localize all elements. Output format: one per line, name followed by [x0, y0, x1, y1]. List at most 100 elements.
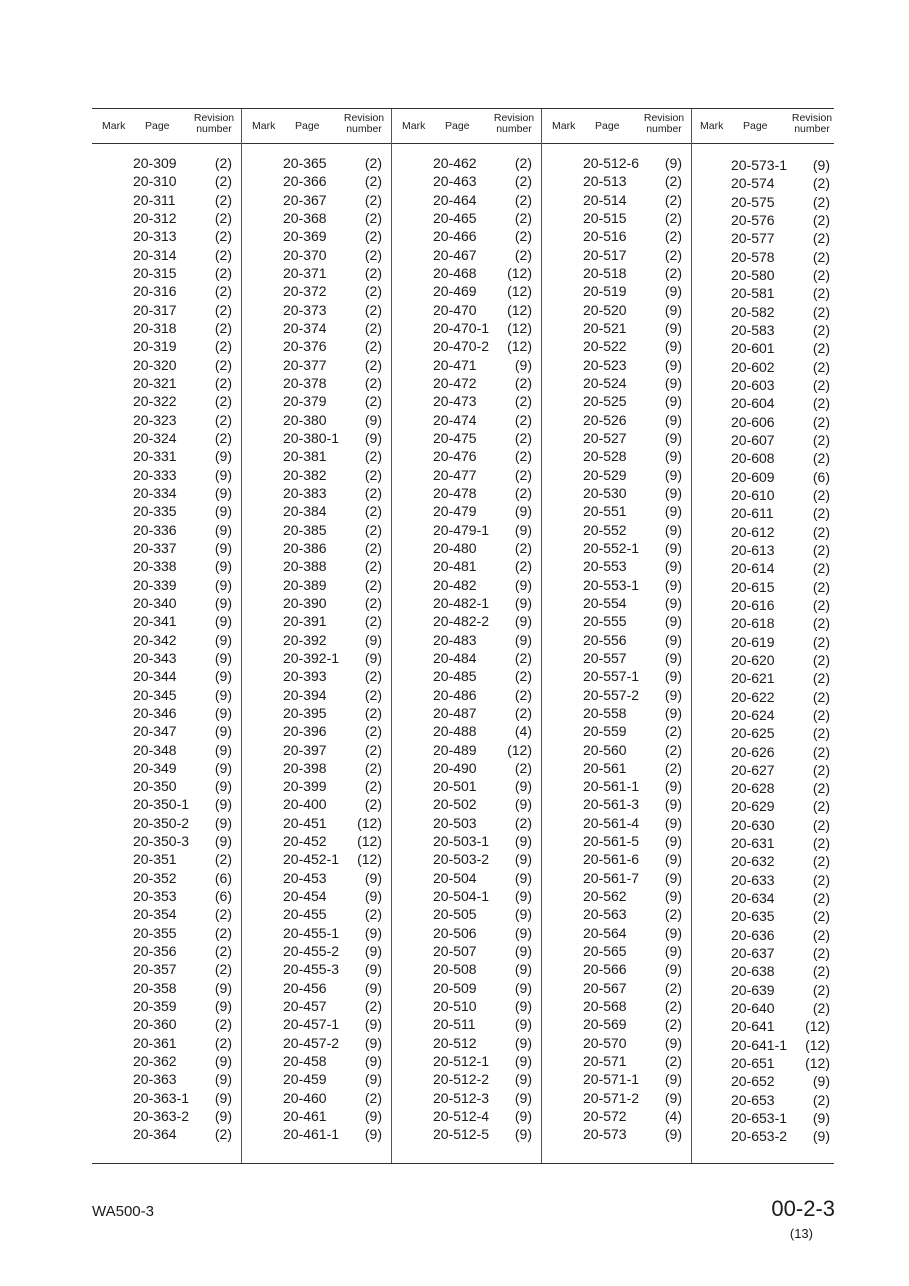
page-cell: 20-369 — [283, 228, 327, 245]
table-row: 20-653-1 (9) — [690, 1109, 840, 1127]
header-revision: Revision number — [190, 113, 238, 135]
table-row: 20-554 (9) — [542, 594, 692, 612]
table-row: 20-484 (2) — [392, 649, 542, 667]
revision-cell: (2) — [812, 175, 830, 192]
table-row: 20-372 (2) — [242, 282, 392, 300]
table-row: 20-482-1 (9) — [392, 594, 542, 612]
revision-cell: (2) — [214, 924, 232, 941]
revision-cell: (2) — [214, 1016, 232, 1033]
table-row: 20-633 (2) — [690, 871, 840, 889]
page-cell: 20-641-1 — [731, 1036, 788, 1053]
table-row: 20-354 (2) — [92, 905, 242, 923]
revision-cell: (9) — [514, 521, 532, 538]
revision-cell: (2) — [514, 466, 532, 483]
revision-cell: (9) — [812, 1110, 830, 1127]
revision-cell: (9) — [664, 1089, 682, 1106]
page-cell: 20-363 — [133, 1071, 177, 1088]
revision-cell: (2) — [514, 374, 532, 391]
page-cell: 20-489 — [433, 741, 477, 758]
page-cell: 20-581 — [731, 285, 775, 302]
page-cell: 20-512-4 — [433, 1108, 490, 1125]
revision-cell: (2) — [514, 649, 532, 666]
revision-cell: (9) — [214, 686, 232, 703]
table-row: 20-559 (2) — [542, 722, 692, 740]
table-row: 20-462 (2) — [392, 154, 542, 172]
page-cell: 20-583 — [731, 321, 775, 338]
table-row: 20-556 (9) — [542, 631, 692, 649]
page-cell: 20-388 — [283, 558, 327, 575]
table-column: Mark Page Revision number 20-573-1 (9) 20-574 (… — [690, 109, 836, 1163]
table-row: 20-510 (9) — [392, 997, 542, 1015]
table-row: 20-641 (12) — [690, 1017, 840, 1035]
revision-cell: (2) — [664, 1053, 682, 1070]
page-cell: 20-476 — [433, 448, 477, 465]
revision-cell: (2) — [812, 743, 830, 760]
revision-cell: (2) — [812, 890, 830, 907]
revision-cell: (2) — [812, 688, 830, 705]
revision-cell: (9) — [514, 1089, 532, 1106]
revision-cell: (12) — [507, 319, 532, 336]
page-cell: 20-313 — [133, 228, 177, 245]
revision-cell: (9) — [664, 814, 682, 831]
revision-cell: (9) — [664, 631, 682, 648]
page-cell: 20-460 — [283, 1089, 327, 1106]
revision-cell: (2) — [364, 173, 382, 190]
revision-cell: (12) — [507, 338, 532, 355]
table-row: 20-371 (2) — [242, 264, 392, 282]
page-cell: 20-561-7 — [583, 869, 640, 886]
page-cell: 20-322 — [133, 393, 177, 410]
page-cell: 20-513 — [583, 173, 627, 190]
table-row: 20-454 (9) — [242, 887, 392, 905]
table-row: 20-627 (2) — [690, 761, 840, 779]
page-cell: 20-479-1 — [433, 521, 490, 538]
page-cell: 20-399 — [283, 778, 327, 795]
revision-cell: (2) — [812, 230, 830, 247]
header-page: Page — [595, 120, 620, 132]
page-cell: 20-516 — [583, 228, 627, 245]
revision-cell: (2) — [664, 979, 682, 996]
page-cell: 20-626 — [731, 743, 775, 760]
page-cell: 20-571 — [583, 1053, 627, 1070]
revision-cell: (2) — [812, 853, 830, 870]
revision-cell: (2) — [514, 448, 532, 465]
page-cell: 20-653 — [731, 1091, 775, 1108]
revision-cell: (9) — [664, 668, 682, 685]
page-cell: 20-602 — [731, 358, 775, 375]
header-revision: Revision number — [788, 113, 836, 135]
page-cell: 20-503 — [433, 814, 477, 831]
page-cell: 20-530 — [583, 484, 627, 501]
revision-cell: (9) — [214, 979, 232, 996]
table-row: 20-652 (9) — [690, 1072, 840, 1090]
table-row: 20-641-1 (12) — [690, 1036, 840, 1054]
table-row: 20-490 (2) — [392, 759, 542, 777]
table-row: 20-455-1 (9) — [242, 924, 392, 942]
page-cell: 20-613 — [731, 541, 775, 558]
page-cell: 20-640 — [731, 1000, 775, 1017]
revision-cell: (2) — [364, 209, 382, 226]
revision-cell: (2) — [812, 945, 830, 962]
table-row: 20-565 (9) — [542, 942, 692, 960]
table-row: 20-460 (2) — [242, 1089, 392, 1107]
table-row: 20-397 (2) — [242, 741, 392, 759]
revision-cell: (9) — [214, 1071, 232, 1088]
revision-cell: (9) — [364, 429, 382, 446]
table-row: 20-604 (2) — [690, 394, 840, 412]
table-row: 20-557 (9) — [542, 649, 692, 667]
table-row: 20-569 (2) — [542, 1015, 692, 1033]
page-cell: 20-475 — [433, 429, 477, 446]
page-cell: 20-631 — [731, 835, 775, 852]
page-cell: 20-362 — [133, 1053, 177, 1070]
page-cell: 20-479 — [433, 503, 477, 520]
table-row: 20-575 (2) — [690, 193, 840, 211]
table-row: 20-503 (2) — [392, 814, 542, 832]
revision-cell: (2) — [664, 246, 682, 263]
table-row: 20-350 (9) — [92, 777, 242, 795]
page-cell: 20-461 — [283, 1108, 327, 1125]
revision-cell: (2) — [812, 266, 830, 283]
revision-cell: (9) — [664, 924, 682, 941]
header-page: Page — [145, 120, 170, 132]
revision-cell: (9) — [214, 1108, 232, 1125]
page-cell: 20-575 — [731, 193, 775, 210]
revision-cell: (2) — [364, 264, 382, 281]
page-cell: 20-361 — [133, 1034, 177, 1051]
